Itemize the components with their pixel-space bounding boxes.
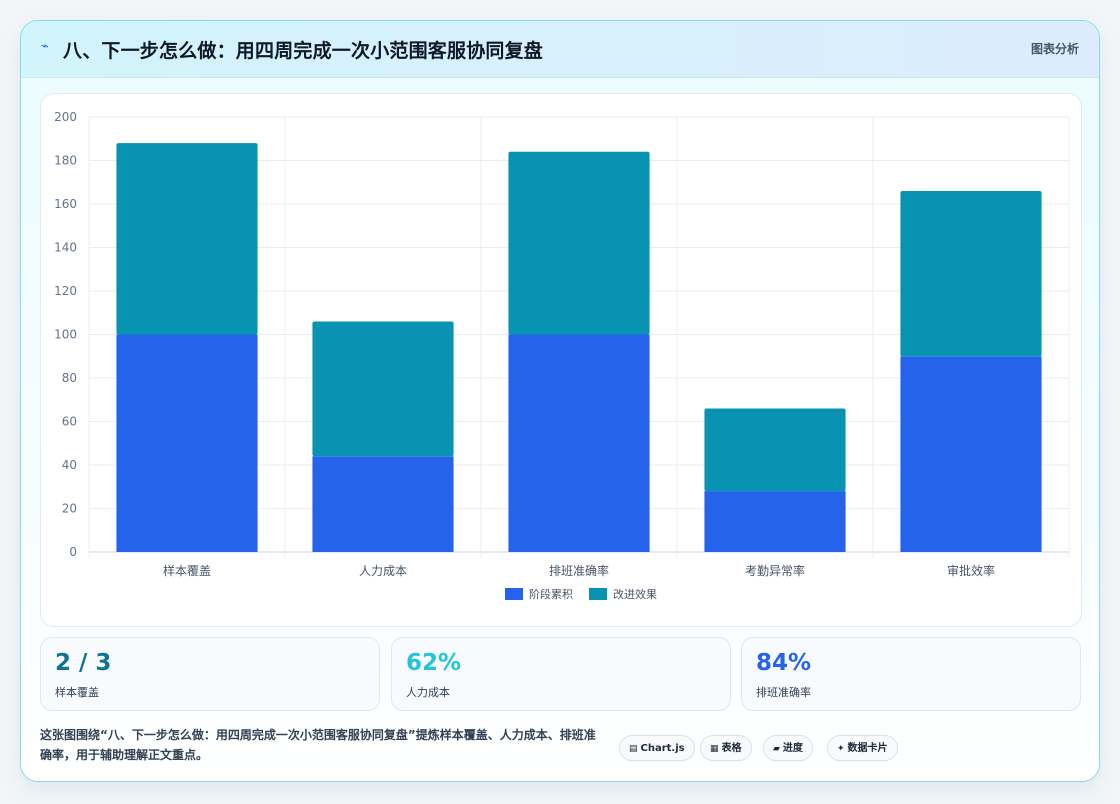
chart-icon: ▤ xyxy=(629,744,638,754)
bar-segment xyxy=(312,321,454,457)
y-tick-label: 140 xyxy=(54,241,77,255)
bar-segment xyxy=(508,334,650,552)
y-tick-label: 120 xyxy=(54,284,77,298)
chip-label: Chart.js xyxy=(640,743,685,754)
kpi-value: 62% xyxy=(406,650,462,676)
chip-chartjs[interactable]: ▤ Chart.js xyxy=(619,735,695,761)
bar-segment xyxy=(704,408,846,492)
legend-swatch xyxy=(505,588,523,600)
kpi-card-scheduling-accuracy: 84% 排班准确率 xyxy=(741,637,1081,711)
kpi-value: 2 / 3 xyxy=(55,650,112,676)
chart-analysis-tag: 图表分析 xyxy=(1030,42,1079,56)
y-tick-label: 60 xyxy=(62,415,77,429)
progress-icon: ▰ xyxy=(773,744,780,754)
chip-table[interactable]: ▦ 表格 xyxy=(700,735,752,761)
x-tick-label: 样本覆盖 xyxy=(163,563,211,578)
chip-progress[interactable]: ▰ 进度 xyxy=(763,735,813,761)
bar-segment xyxy=(900,356,1042,552)
card-header: ⌁ 八、下一步怎么做：用四周完成一次小范围客服协同复盘 图表分析 xyxy=(21,21,1099,78)
x-tick-label: 审批效率 xyxy=(947,563,995,578)
chart-description: 这张图围绕“八、下一步怎么做：用四周完成一次小范围客服协同复盘”提炼样本覆盖、人… xyxy=(40,728,596,762)
legend-label: 改进效果 xyxy=(613,587,657,601)
y-tick-label: 20 xyxy=(62,502,77,516)
y-tick-label: 160 xyxy=(54,197,77,211)
bar-segment xyxy=(116,143,258,335)
chip-data-card[interactable]: ✦ 数据卡片 xyxy=(827,735,898,761)
table-icon: ▦ xyxy=(710,744,719,754)
y-tick-label: 0 xyxy=(69,545,77,559)
kpi-label: 排班准确率 xyxy=(756,686,811,699)
x-tick-label: 考勤异常率 xyxy=(745,563,805,578)
bar-segment xyxy=(704,491,846,552)
bar-segment xyxy=(116,334,258,552)
chip-label: 进度 xyxy=(782,743,803,754)
chip-label: 表格 xyxy=(721,743,742,754)
chart-card: ⌁ 八、下一步怎么做：用四周完成一次小范围客服协同复盘 图表分析 0 20 40 60… xyxy=(20,20,1100,782)
legend-swatch xyxy=(589,588,607,600)
bar-segment xyxy=(312,456,454,552)
y-tick-label: 40 xyxy=(62,458,77,472)
kpi-card-sample-coverage: 2 / 3 样本覆盖 xyxy=(40,637,380,711)
kpi-label: 人力成本 xyxy=(406,686,450,699)
x-tick-label: 排班准确率 xyxy=(549,563,609,578)
sparkle-icon: ✦ xyxy=(837,744,845,754)
chip-label: 数据卡片 xyxy=(847,743,888,754)
chart-panel: 0 20 40 60 80 100 120 140 160 180 200 样本覆盖 人力成本 排班准确率… xyxy=(40,93,1082,627)
bar-segment xyxy=(508,151,650,335)
y-tick-label: 180 xyxy=(54,154,77,168)
kpi-value: 84% xyxy=(756,650,812,676)
y-tick-label: 80 xyxy=(62,371,77,385)
legend-label: 阶段累积 xyxy=(529,587,573,601)
x-tick-label: 人力成本 xyxy=(359,564,407,578)
y-tick-label: 200 xyxy=(54,110,77,124)
bar-segment xyxy=(900,190,1042,357)
kpi-card-labor-cost: 62% 人力成本 xyxy=(391,637,731,711)
kpi-label: 样本覆盖 xyxy=(55,686,99,699)
y-tick-label: 100 xyxy=(54,328,77,342)
card-title: 八、下一步怎么做：用四周完成一次小范围客服协同复盘 xyxy=(63,40,544,62)
lightning-icon: ⌁ xyxy=(41,39,49,54)
stacked-bar-chart: 0 20 40 60 80 100 120 140 160 180 200 样本覆盖 人力成本 排班准确率… xyxy=(54,110,1070,601)
